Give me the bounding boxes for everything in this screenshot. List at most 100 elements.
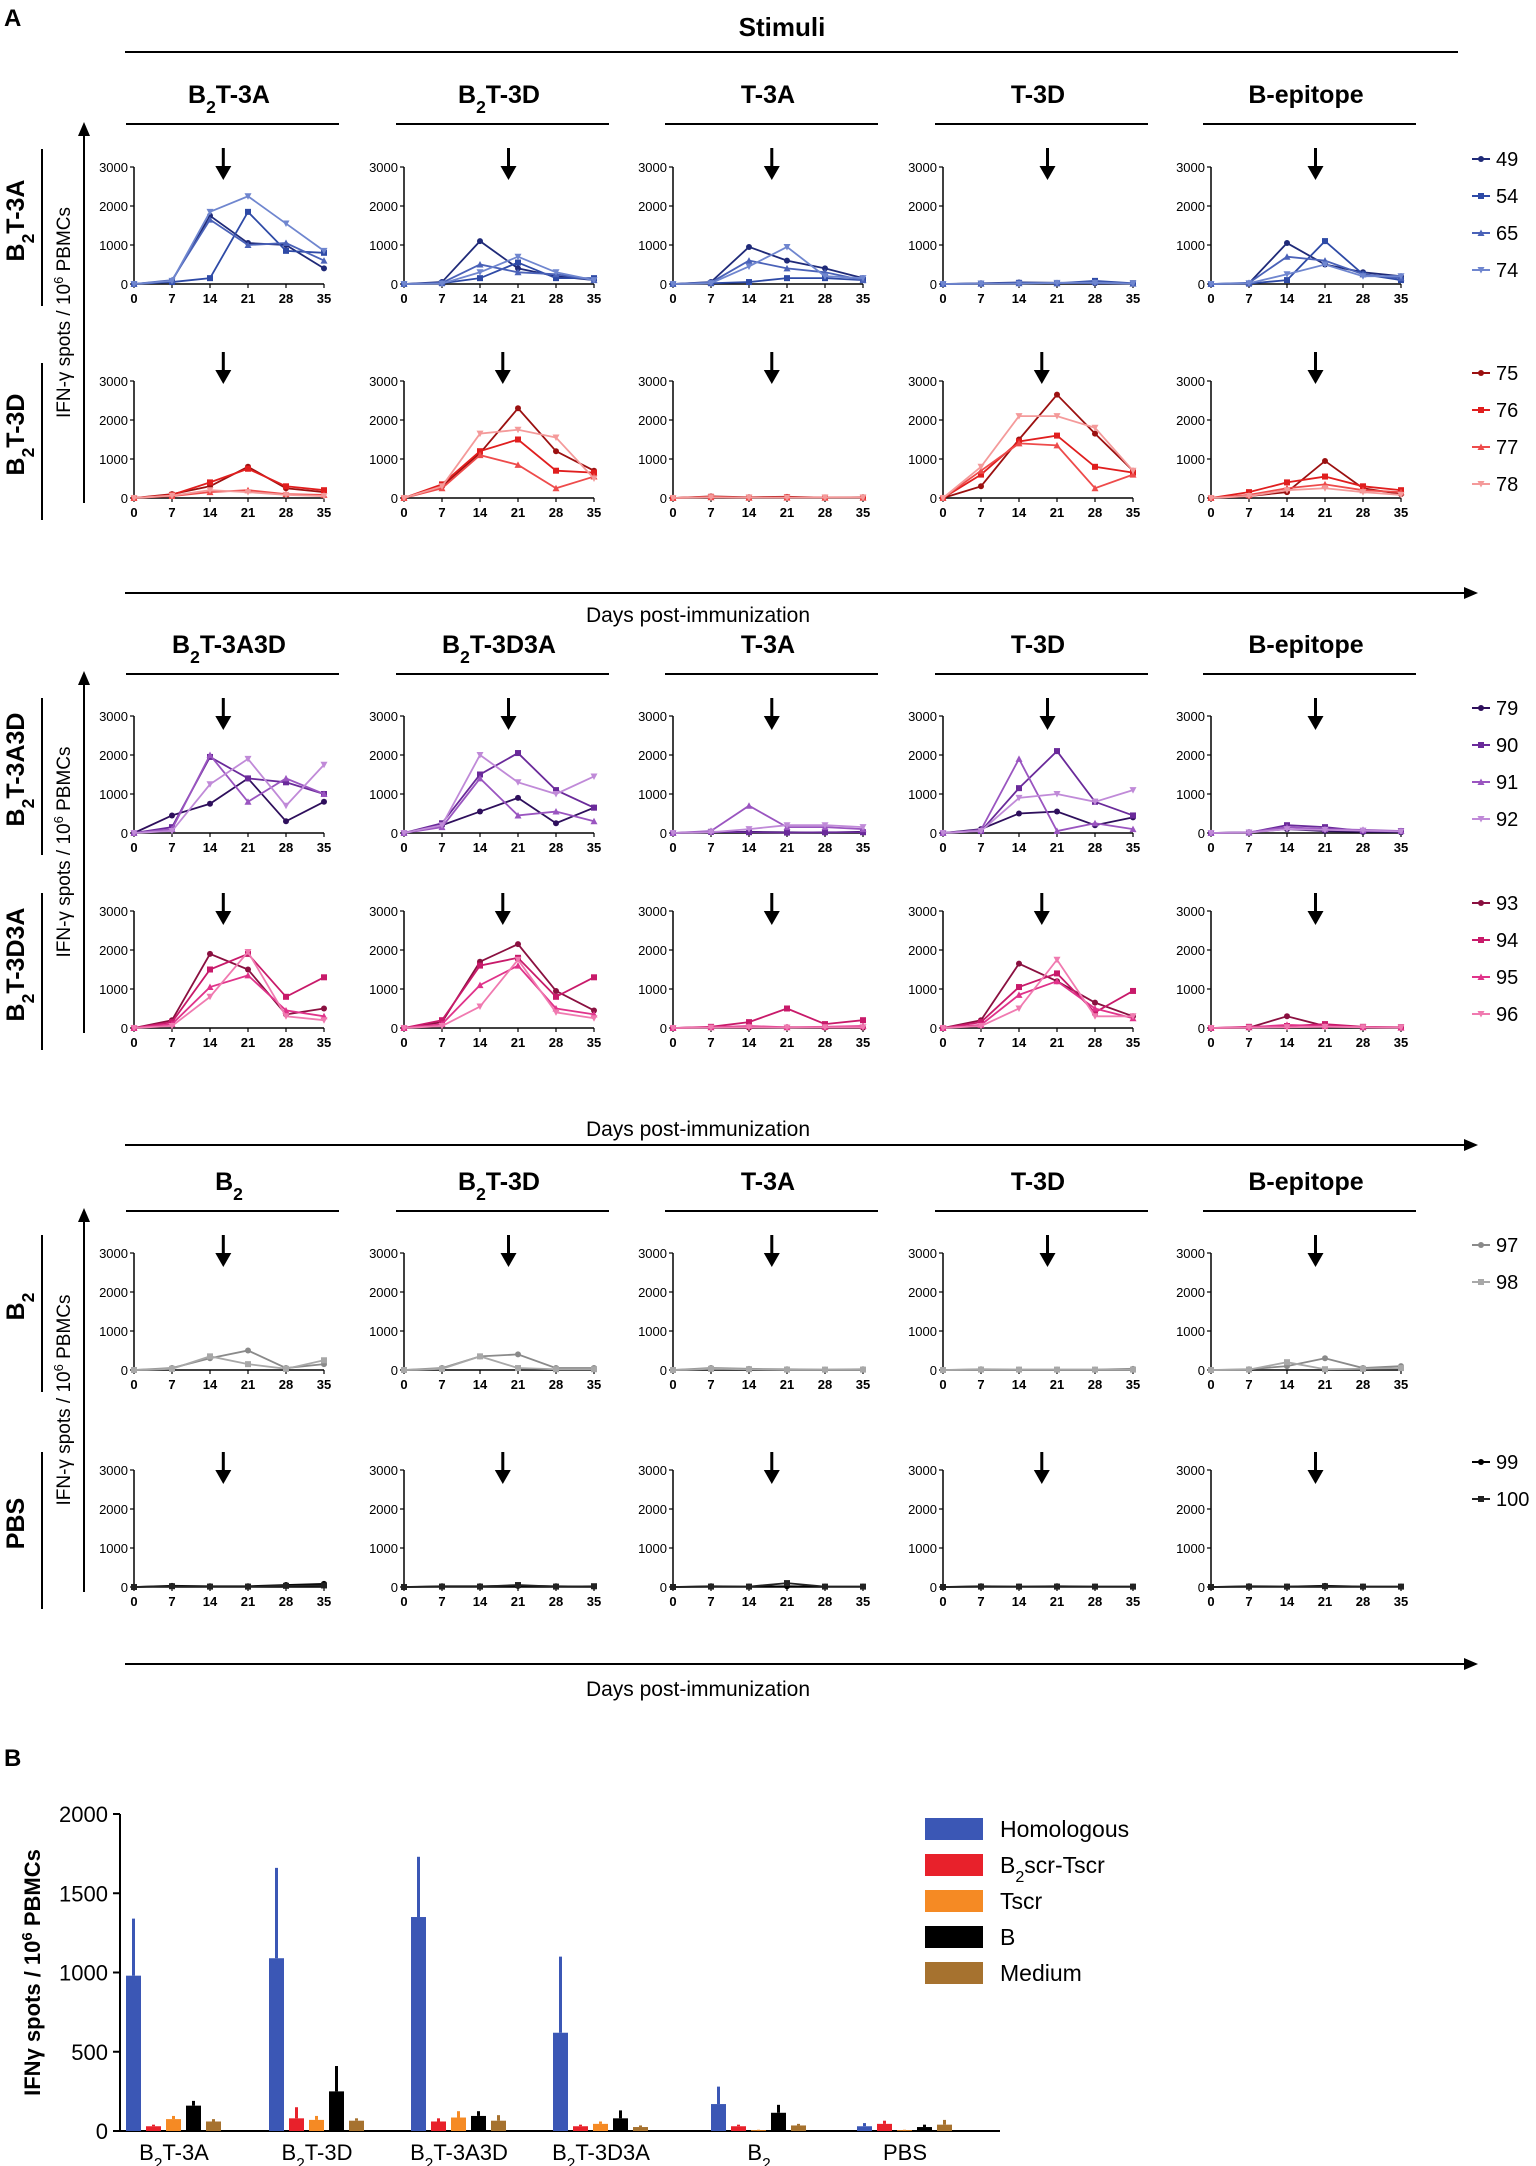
- x-tick-label: 35: [856, 840, 870, 855]
- data-point: [784, 1366, 790, 1373]
- y-tick-label: 1000: [638, 1541, 667, 1556]
- data-point: [1478, 900, 1484, 906]
- data-point: [553, 993, 559, 1000]
- data-point: [476, 981, 484, 989]
- data-point: [321, 798, 327, 805]
- data-point: [283, 483, 289, 490]
- y-tick-label: 3000: [908, 1246, 937, 1261]
- data-point: [1015, 794, 1023, 802]
- x-tick-label: 28: [279, 1035, 293, 1050]
- x-axis-arrowhead: [1464, 1139, 1478, 1151]
- data-point: [321, 487, 327, 494]
- x-tick-label: 0: [669, 840, 676, 855]
- boost-arrowhead: [763, 716, 780, 730]
- line-plot: 0 1000 2000 3000 0 7 14 21 28 35: [99, 698, 331, 855]
- y-tick-label: 0: [930, 277, 937, 292]
- data-point: [206, 781, 214, 788]
- line-plot: 0 1000 2000 3000 0 7 14 21 28 35: [369, 352, 601, 520]
- data-point: [669, 830, 677, 837]
- x-tick-label: 28: [1356, 1377, 1370, 1392]
- boost-arrowhead: [494, 911, 511, 925]
- data-point: [514, 811, 522, 819]
- data-point: [977, 467, 985, 474]
- data-point: [476, 752, 484, 759]
- y-tick-label: 0: [121, 826, 128, 841]
- bar: [349, 2120, 364, 2131]
- legend-animal-id: 77: [1496, 437, 1518, 459]
- boost-arrowhead: [1307, 370, 1324, 384]
- bar: [897, 2130, 912, 2131]
- x-tick-label: 7: [438, 1594, 445, 1609]
- line-plot: 0 1000 2000 3000 0 7 14 21 28 35: [99, 148, 331, 306]
- y-axis-label-tail: PBMCs: [54, 1294, 75, 1364]
- x-tick-label: 21: [1318, 1035, 1332, 1050]
- x-tick-label: 7: [168, 1594, 175, 1609]
- y-tick-label: 0: [391, 277, 398, 292]
- series-line: [133, 195, 325, 285]
- series-line: [133, 952, 325, 1029]
- y-tick-label: 1000: [908, 1324, 937, 1339]
- data-point: [1015, 755, 1023, 762]
- series-line: [1210, 828, 1402, 834]
- data-point: [1129, 787, 1137, 794]
- boost-arrowhead: [1039, 1253, 1056, 1267]
- x-tick-label: 28: [1088, 840, 1102, 855]
- x-tick-label: 28: [818, 1035, 832, 1050]
- data-point: [746, 1366, 752, 1373]
- data-point: [320, 790, 328, 797]
- x-tick-label: 21: [241, 1035, 255, 1050]
- x-tick-label: 21: [241, 1594, 255, 1609]
- y-tick-label: 2000: [369, 199, 398, 214]
- bar-y-tick-label: 1500: [59, 1881, 108, 1906]
- data-point: [978, 471, 984, 478]
- data-point: [1478, 742, 1484, 748]
- x-tick-label: 14: [203, 1594, 218, 1609]
- y-tick-label: 1000: [99, 787, 128, 802]
- series-line: [133, 489, 325, 499]
- x-tick-label: 35: [1126, 1377, 1140, 1392]
- data-point: [978, 483, 984, 490]
- series-line: [1210, 487, 1402, 499]
- data-point: [320, 1017, 328, 1024]
- y-tick-label: 3000: [99, 904, 128, 919]
- data-point: [822, 265, 828, 272]
- data-point: [1478, 937, 1484, 943]
- legend-swatch: [925, 1890, 983, 1912]
- stimulus-header: T-3A: [741, 631, 795, 659]
- group-label: B2T-3A: [2, 180, 38, 262]
- data-point: [1129, 471, 1137, 478]
- x-tick-label: 21: [241, 1377, 255, 1392]
- data-point: [401, 1584, 407, 1590]
- series-line: [403, 958, 595, 1029]
- data-point: [206, 487, 214, 494]
- x-tick-label: 0: [400, 1377, 407, 1392]
- data-point: [206, 208, 214, 216]
- y-tick-label: 0: [930, 1021, 937, 1036]
- x-tick-label: 0: [400, 1594, 407, 1609]
- data-point: [207, 479, 213, 486]
- x-tick-label: 35: [856, 1594, 870, 1609]
- series-line: [1210, 241, 1402, 285]
- y-tick-label: 3000: [1176, 904, 1205, 919]
- x-tick-label: 7: [168, 291, 175, 306]
- x-tick-label: 0: [1207, 505, 1214, 520]
- series-line: [672, 1026, 863, 1029]
- data-point: [1478, 156, 1484, 162]
- bar: [471, 2115, 486, 2131]
- y-tick-label: 2000: [908, 1285, 937, 1300]
- data-point: [821, 1024, 829, 1031]
- data-point: [1129, 825, 1137, 833]
- x-tick-label: 0: [130, 1594, 137, 1609]
- series-line: [133, 214, 325, 285]
- series-line: [942, 962, 1134, 1029]
- data-point: [784, 275, 790, 282]
- x-tick-label: 14: [1280, 840, 1295, 855]
- y-tick-label: 2000: [369, 1502, 398, 1517]
- y-tick-label: 3000: [99, 709, 128, 724]
- data-point: [1016, 785, 1022, 792]
- legend-animal-id: 54: [1496, 186, 1518, 208]
- y-axis-label: IFN-γ spots / 106 PBMCs: [51, 207, 76, 418]
- boost-arrowhead: [494, 1470, 511, 1484]
- data-point: [1091, 279, 1099, 287]
- data-point: [245, 1583, 251, 1590]
